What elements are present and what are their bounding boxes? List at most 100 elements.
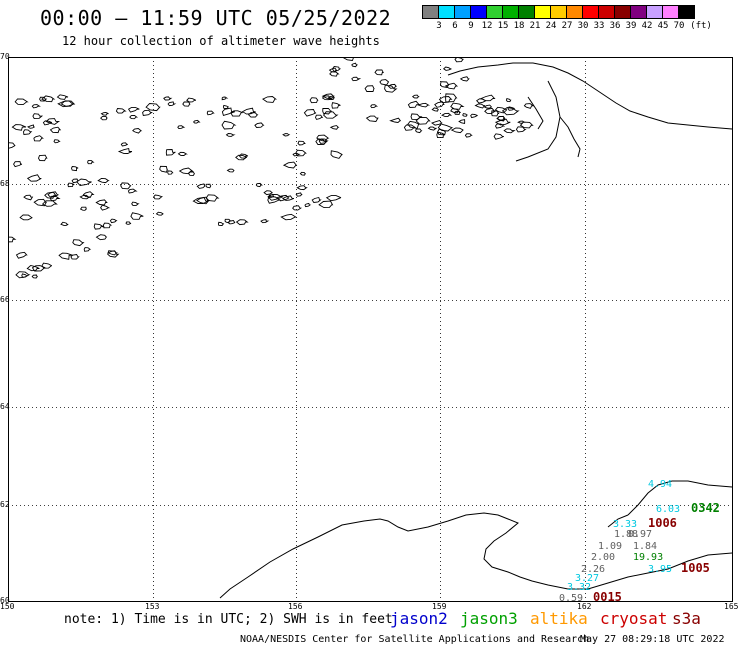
- contour-blob: [130, 212, 144, 220]
- legend-swatch: [646, 5, 663, 19]
- contour-blob: [331, 102, 341, 109]
- contour-blob: [267, 193, 283, 201]
- satellite-altika: altika: [530, 609, 588, 628]
- contour-blob: [330, 150, 343, 159]
- wave-height-label: 6.03: [656, 504, 680, 515]
- contour-blob: [45, 118, 61, 125]
- contour-blob: [441, 112, 453, 118]
- contour-blob: [329, 125, 340, 130]
- latitude-label: 64: [0, 402, 10, 411]
- contour-blob: [32, 113, 44, 120]
- satellite-s3a: s3a: [672, 609, 701, 628]
- legend-label: 12: [481, 21, 493, 31]
- contour-blob: [33, 135, 44, 142]
- contour-blob: [431, 119, 443, 126]
- contour-blob: [411, 94, 420, 99]
- contour-blob: [226, 168, 235, 173]
- legend-swatch: [662, 5, 679, 19]
- contour-blob: [318, 200, 334, 209]
- contour-blob: [87, 160, 95, 165]
- contour-blob: [282, 133, 291, 137]
- contour-blob: [235, 219, 249, 226]
- contour-blob: [67, 182, 75, 188]
- color-legend: [422, 5, 695, 19]
- contour-blob: [281, 195, 295, 201]
- contour-blob: [95, 234, 108, 241]
- legend-swatch: [518, 5, 535, 19]
- contour-blob: [100, 115, 108, 121]
- contour-blob: [493, 133, 504, 140]
- longitude-label: 159: [432, 602, 447, 611]
- longitude-label: 156: [288, 602, 303, 611]
- contour-blob: [519, 121, 534, 129]
- altimeter-map: 4.94 6.03 0342 3.33 1006 1.880.97 1.09 1.84 2.00…: [8, 57, 733, 602]
- contour-blob: [165, 149, 177, 156]
- contour-blob: [79, 206, 87, 211]
- contour-blob: [282, 161, 298, 169]
- legend-label: 36: [609, 21, 621, 31]
- legend-swatch: [678, 5, 695, 19]
- contour-blob: [109, 218, 118, 224]
- wave-height-label: 4.94: [648, 479, 672, 490]
- contour-blob: [267, 196, 282, 204]
- contour-blob: [494, 106, 508, 114]
- contour-blob: [177, 125, 186, 129]
- contour-blob: [439, 81, 450, 88]
- contour-blob: [19, 214, 33, 221]
- contour-blob: [153, 194, 164, 200]
- contour-blob: [292, 205, 303, 211]
- contour-blob: [95, 199, 108, 206]
- contour-blob: [295, 149, 307, 157]
- contour-blob: [295, 192, 303, 197]
- contour-blob: [11, 124, 27, 131]
- legend-swatch: [438, 5, 455, 19]
- legend-label: 6: [452, 21, 458, 31]
- contour-blob: [296, 185, 308, 191]
- contour-blob: [115, 108, 127, 114]
- contour-blob: [44, 191, 57, 199]
- coastline: [219, 62, 733, 599]
- contour-blob: [120, 142, 128, 147]
- contour-blob: [462, 113, 468, 117]
- contour-blob: [315, 138, 328, 145]
- legend-label: 18: [513, 21, 525, 31]
- longitude-label: 150: [0, 602, 15, 611]
- contour-blob: [41, 262, 53, 269]
- legend-label: 30: [577, 21, 589, 31]
- contour-blob: [445, 93, 458, 103]
- contour-blob: [309, 97, 319, 104]
- contour-blob: [241, 107, 256, 115]
- contour-blob: [167, 101, 177, 107]
- contour-blob: [434, 101, 445, 108]
- legend-label: 70: [673, 21, 685, 31]
- wave-height-label: 1.09: [598, 541, 622, 552]
- pass-time-label: 0342: [691, 501, 720, 515]
- legend-label: 45: [657, 21, 669, 31]
- contour-blob: [56, 94, 69, 100]
- contour-blob: [192, 196, 209, 205]
- contour-blob: [14, 98, 29, 106]
- contour-blob: [410, 113, 423, 120]
- pass-time-label: 0015: [593, 590, 622, 602]
- contour-blob: [42, 120, 53, 126]
- contour-blob: [329, 71, 340, 77]
- legend-label: 33: [593, 21, 605, 31]
- contour-blob: [129, 114, 139, 120]
- contour-blob: [379, 79, 390, 86]
- contour-blob: [8, 142, 16, 149]
- contour-blob: [26, 265, 40, 272]
- wave-height-label: 2.00: [591, 552, 615, 563]
- contour-blob: [117, 147, 133, 154]
- contour-blob: [444, 82, 459, 90]
- contour-blob: [192, 119, 201, 124]
- contour-blob: [39, 96, 48, 102]
- wave-height-label: 19.93: [633, 552, 663, 563]
- contour-blob: [178, 167, 194, 175]
- contour-blob: [417, 102, 431, 108]
- contour-blob: [132, 128, 143, 134]
- contour-blob: [142, 109, 153, 117]
- contour-blob: [315, 114, 324, 120]
- contour-blob: [370, 104, 378, 109]
- contour-blob: [442, 66, 452, 71]
- contour-blob: [304, 202, 312, 208]
